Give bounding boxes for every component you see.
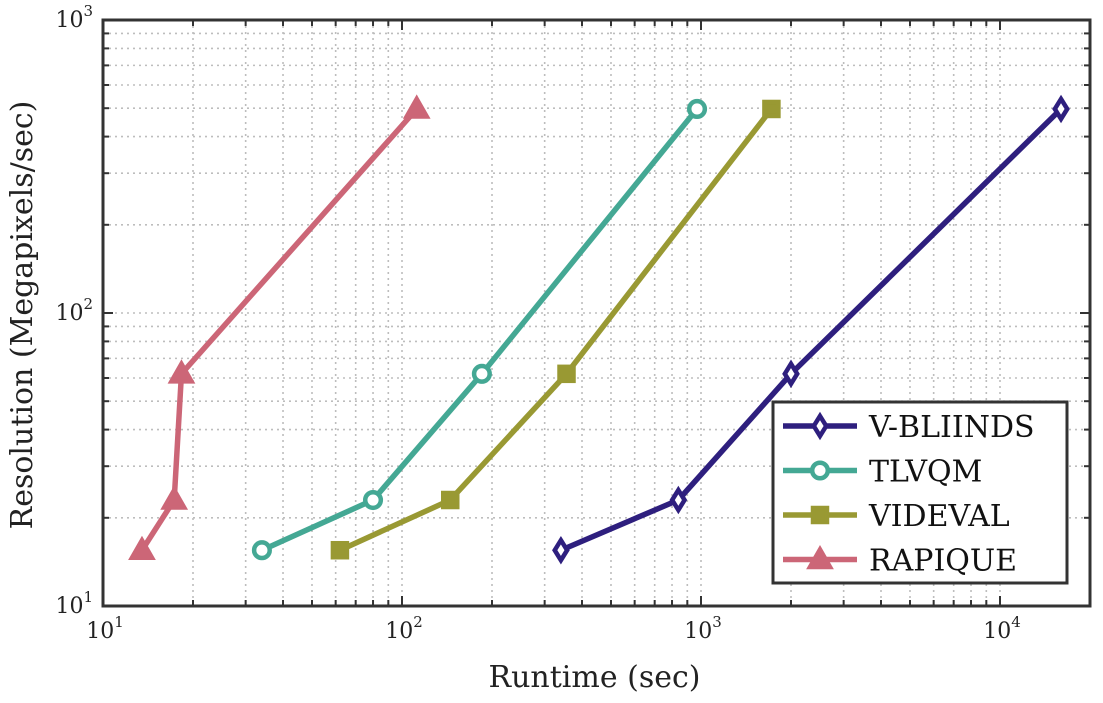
legend-marker [806,544,834,570]
data-point [440,490,460,510]
x-tick-label-exponent: 2 [413,613,423,631]
data-point [160,485,189,510]
series-group [128,94,1070,565]
y-tick-label-base: 10 [55,301,83,326]
y-tick-label: 101 [55,588,93,619]
y-tick-label: 103 [55,2,93,33]
data-point [669,485,688,515]
y-tick-label-base: 10 [55,8,83,33]
x-tick-label-base: 10 [684,619,712,644]
data-point [330,540,350,560]
x-axis-label: Runtime (sec) [489,660,701,695]
x-tick-label-exponent: 1 [114,613,124,631]
series-line [260,107,700,553]
series-tlvqm [251,98,708,561]
x-tick-label-base: 10 [983,619,1011,644]
y-tick-label: 102 [55,295,93,326]
series-v-bliinds [552,94,1070,565]
legend-label: TLVQM [869,455,982,490]
legend-item: V-BLIINDS [783,410,1035,445]
legend-item: RAPIQUE [783,544,1017,579]
y-tick-label-exponent: 3 [83,2,93,20]
data-point [167,359,196,384]
data-point [557,364,576,384]
series-videval [330,99,781,560]
legend-label: V-BLIINDS [868,410,1035,445]
x-tick-label: 101 [86,613,124,644]
y-tick-label-exponent: 2 [83,295,93,313]
data-point [402,94,431,119]
data-point [686,98,708,120]
y-axis-label: Resolution (Megapixels/sec) [5,101,40,530]
data-point [1052,94,1070,124]
legend: V-BLIINDS TLVQM VIDEVAL RAPIQUE [771,400,1069,585]
legend-marker [809,460,831,481]
legend-item: VIDEVAL [783,499,1010,534]
data-point [471,363,492,384]
data-point [762,99,781,119]
series-line [139,107,419,552]
y-tick-label-exponent: 1 [83,588,93,606]
data-point [128,535,156,560]
x-tick-label: 103 [684,613,722,644]
legend-marker [810,505,830,525]
data-point [782,359,800,389]
x-tick-label-exponent: 4 [1011,613,1021,631]
plot-frame [101,18,1092,608]
data-point [251,540,272,561]
legend-label: VIDEVAL [868,499,1010,534]
legend-marker [811,411,829,441]
legend-label: RAPIQUE [869,544,1017,579]
x-tick-label: 102 [385,613,423,644]
data-point [552,535,570,565]
series-line [338,107,774,553]
data-point [362,489,384,511]
x-tick-label-exponent: 3 [712,613,722,631]
series-line [559,107,1063,553]
legend-item: TLVQM [783,455,982,490]
x-tick-label-base: 10 [86,619,114,644]
x-tick-label-base: 10 [385,619,413,644]
x-tick-label: 104 [983,613,1021,644]
y-tick-label-base: 10 [55,594,83,619]
series-rapique [128,94,431,560]
